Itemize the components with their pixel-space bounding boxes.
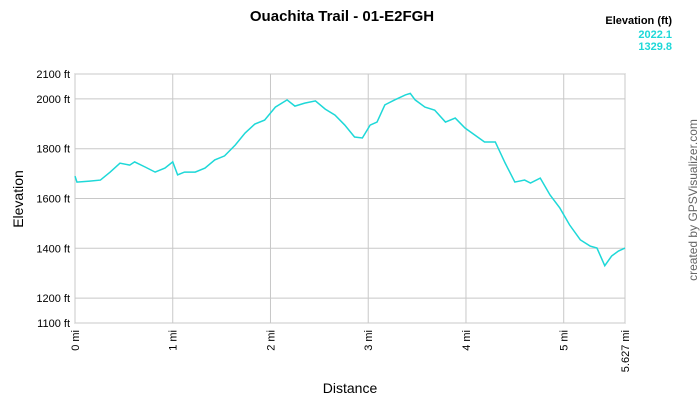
elevation-line [74, 92, 626, 268]
y-tick-label: 2000 ft [36, 94, 70, 106]
credit: created by GPSVisualizer.com [686, 119, 700, 281]
y-tick-label: 1400 ft [36, 243, 70, 255]
legend-stat: 1329.8 [638, 41, 672, 53]
y-tick-label: 1800 ft [36, 144, 70, 156]
legend-title: Elevation (ft) [605, 15, 672, 27]
legend-stat: 2022.1 [638, 29, 672, 41]
y-tick-label: 1600 ft [36, 194, 70, 206]
x-tick-label: 5 mi [559, 330, 571, 351]
x-tick-label: 4 mi [461, 330, 473, 351]
x-tick-label: 0 mi [70, 330, 82, 351]
y-tick-label: 2100 ft [36, 69, 70, 81]
y-axis-label: Elevation [10, 170, 26, 228]
x-tick-label: 3 mi [363, 330, 375, 351]
y-tick-label: 1200 ft [36, 293, 70, 305]
chart-title: Ouachita Trail - 01-E2FGH [250, 8, 434, 25]
y-tick-label: 1100 ft [37, 318, 70, 330]
x-axis-label: Distance [323, 380, 378, 396]
x-tick-label: 5.627 mi [620, 330, 632, 372]
x-tick-label: 1 mi [168, 330, 180, 351]
x-tick-label: 2 mi [265, 330, 277, 351]
